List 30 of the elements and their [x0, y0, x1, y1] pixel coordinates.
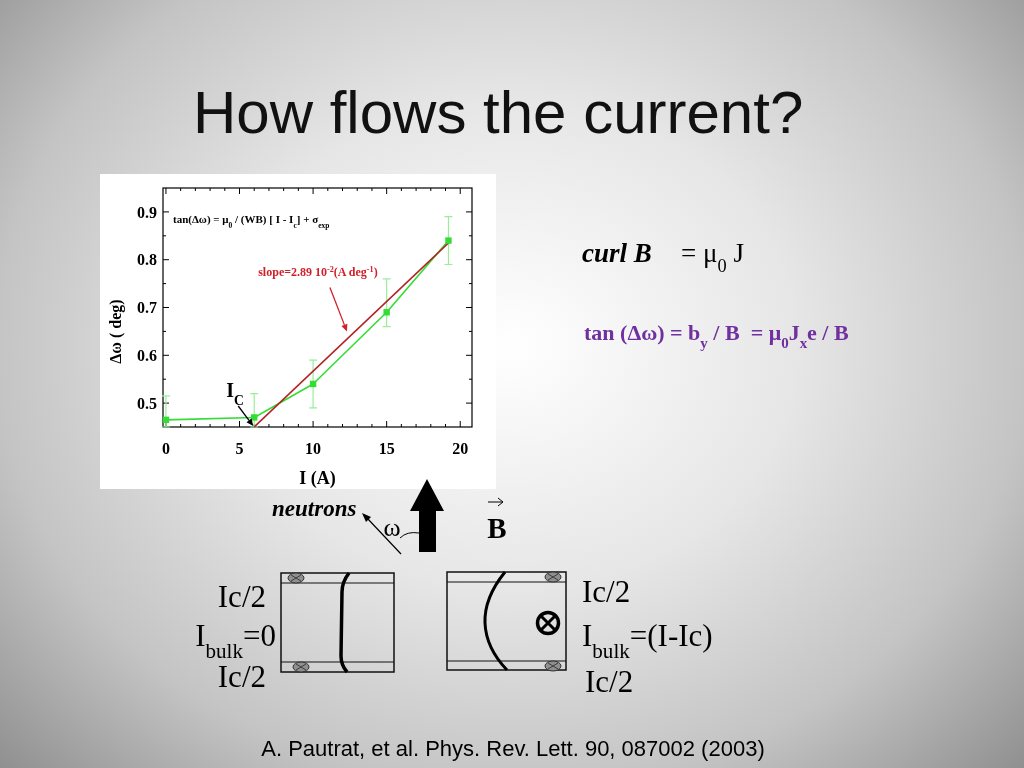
text: Ic/2	[217, 579, 266, 614]
point	[445, 237, 452, 244]
text: I$_{bulk}$=(I-Ic)	[582, 618, 713, 663]
y-tick-label: 0.6	[137, 346, 157, 364]
y-axis-title: Δω ( deg)	[107, 299, 125, 364]
point	[383, 309, 390, 316]
text: curl B	[582, 238, 652, 268]
y-tick-label: 0.7	[137, 299, 157, 317]
text: Ic/2	[585, 664, 634, 699]
annotation: I$_{C}$	[226, 379, 244, 408]
text: Ic/2	[582, 574, 631, 609]
x-tick-label: 0	[161, 440, 170, 457]
text: tan (Δω) = b$_{y}$ / B = μ$_{0}$J$_{x}$e / B	[584, 320, 849, 351]
text: = μ$_{0}$ J	[681, 238, 744, 276]
text: ω	[383, 513, 401, 542]
x-tick-label: 5	[235, 440, 244, 457]
text: B	[487, 512, 507, 544]
text: neutrons	[272, 496, 357, 521]
point	[251, 414, 258, 421]
x-tick-label: 15	[378, 440, 395, 457]
x-tick-label: 10	[305, 440, 322, 457]
y-tick-label: 0.5	[137, 394, 157, 412]
y-tick-label: 0.8	[137, 251, 157, 269]
x-tick-label: 20	[452, 440, 469, 457]
x-axis-title: I (A)	[299, 468, 336, 489]
annotation: slope=2.89 10$^{-2}$(A deg$^{-1}$)	[258, 264, 378, 280]
text: A. Pautrat, et al. Phys. Rev. Lett. 90, 087002 (2003)	[261, 736, 765, 761]
chart-title: How flows the current?	[193, 79, 804, 146]
y-tick-label: 0.9	[137, 203, 157, 221]
annotation: tan(Δω) = μ$_{0}$ / (WB) [ I - I$_{c}$] + σ$_{exp}$	[173, 213, 330, 230]
